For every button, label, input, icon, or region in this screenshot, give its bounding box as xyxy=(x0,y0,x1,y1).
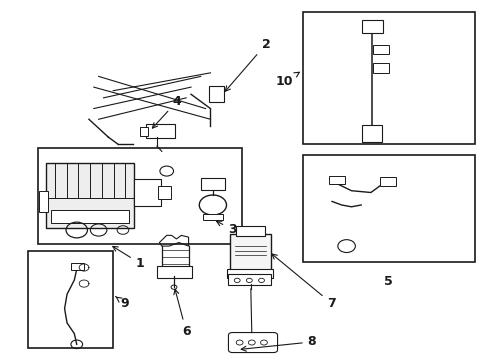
FancyBboxPatch shape xyxy=(133,179,161,206)
FancyBboxPatch shape xyxy=(328,176,345,184)
FancyBboxPatch shape xyxy=(372,45,388,54)
FancyBboxPatch shape xyxy=(140,127,148,136)
FancyBboxPatch shape xyxy=(228,333,277,352)
Bar xyxy=(39,191,47,212)
FancyBboxPatch shape xyxy=(145,123,175,138)
FancyBboxPatch shape xyxy=(379,177,395,186)
Text: 1: 1 xyxy=(113,246,144,270)
FancyBboxPatch shape xyxy=(208,86,224,103)
FancyBboxPatch shape xyxy=(228,274,271,285)
Text: 2: 2 xyxy=(225,38,270,91)
Bar xyxy=(302,155,474,262)
FancyBboxPatch shape xyxy=(236,226,264,236)
FancyBboxPatch shape xyxy=(361,20,382,33)
Bar xyxy=(28,251,113,348)
FancyBboxPatch shape xyxy=(46,163,134,228)
Text: 9: 9 xyxy=(115,297,129,310)
FancyBboxPatch shape xyxy=(158,186,171,199)
Text: 7: 7 xyxy=(271,254,335,310)
Bar xyxy=(51,210,128,223)
FancyBboxPatch shape xyxy=(201,178,224,190)
FancyBboxPatch shape xyxy=(372,63,388,73)
FancyBboxPatch shape xyxy=(157,266,192,278)
FancyBboxPatch shape xyxy=(361,125,381,142)
Text: 10: 10 xyxy=(275,72,299,88)
Text: 3: 3 xyxy=(216,221,236,236)
FancyBboxPatch shape xyxy=(71,263,83,270)
Text: 6: 6 xyxy=(174,289,190,338)
Text: 4: 4 xyxy=(152,95,181,128)
Bar xyxy=(302,12,474,144)
Text: 5: 5 xyxy=(383,275,391,288)
Bar xyxy=(38,148,242,244)
FancyBboxPatch shape xyxy=(226,269,272,278)
FancyBboxPatch shape xyxy=(230,234,270,273)
FancyBboxPatch shape xyxy=(203,214,222,220)
Text: 8: 8 xyxy=(241,336,316,351)
